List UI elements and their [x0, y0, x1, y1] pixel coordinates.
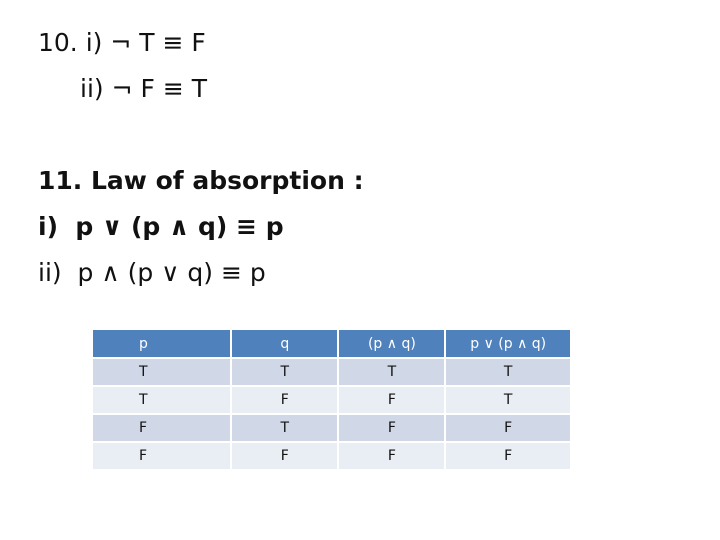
table-cell: F [339, 415, 445, 441]
table-cell: T [93, 359, 231, 385]
table-cell: F [446, 415, 570, 441]
table-cell: F [446, 443, 570, 469]
table-cell: T [446, 387, 570, 413]
header-p-and-q: (p ∧ q) [339, 330, 445, 357]
table-cell: F [339, 443, 445, 469]
table-row: F T F F [93, 415, 570, 441]
table-cell: F [232, 387, 338, 413]
table-row: F F F F [93, 443, 570, 469]
table-cell: T [446, 359, 570, 385]
item-10-line-ii: ii) ¬ F ≡ T [80, 74, 207, 103]
item-10-line-i: 10. i) ¬ T ≡ F [38, 28, 206, 57]
law-of-absorption-heading: 11. Law of absorption : [38, 166, 364, 195]
truth-table-header-row: p q (p ∧ q) p ∨ (p ∧ q) [93, 330, 570, 357]
truth-table: p q (p ∧ q) p ∨ (p ∧ q) T T T T T F F T … [91, 328, 572, 471]
table-cell: T [339, 359, 445, 385]
table-cell: T [232, 415, 338, 441]
table-cell: T [93, 387, 231, 413]
table-cell: T [232, 359, 338, 385]
table-row: T T T T [93, 359, 570, 385]
header-q: q [232, 330, 338, 357]
table-row: T F F T [93, 387, 570, 413]
header-p: p [93, 330, 231, 357]
table-cell: F [232, 443, 338, 469]
table-cell: F [93, 443, 231, 469]
table-cell: F [93, 415, 231, 441]
header-p-or-p-and-q: p ∨ (p ∧ q) [446, 330, 570, 357]
absorption-law-i: i) p ∨ (p ∧ q) ≡ p [38, 212, 284, 241]
absorption-law-ii: ii) p ∧ (p ∨ q) ≡ p [38, 258, 266, 287]
table-cell: F [339, 387, 445, 413]
